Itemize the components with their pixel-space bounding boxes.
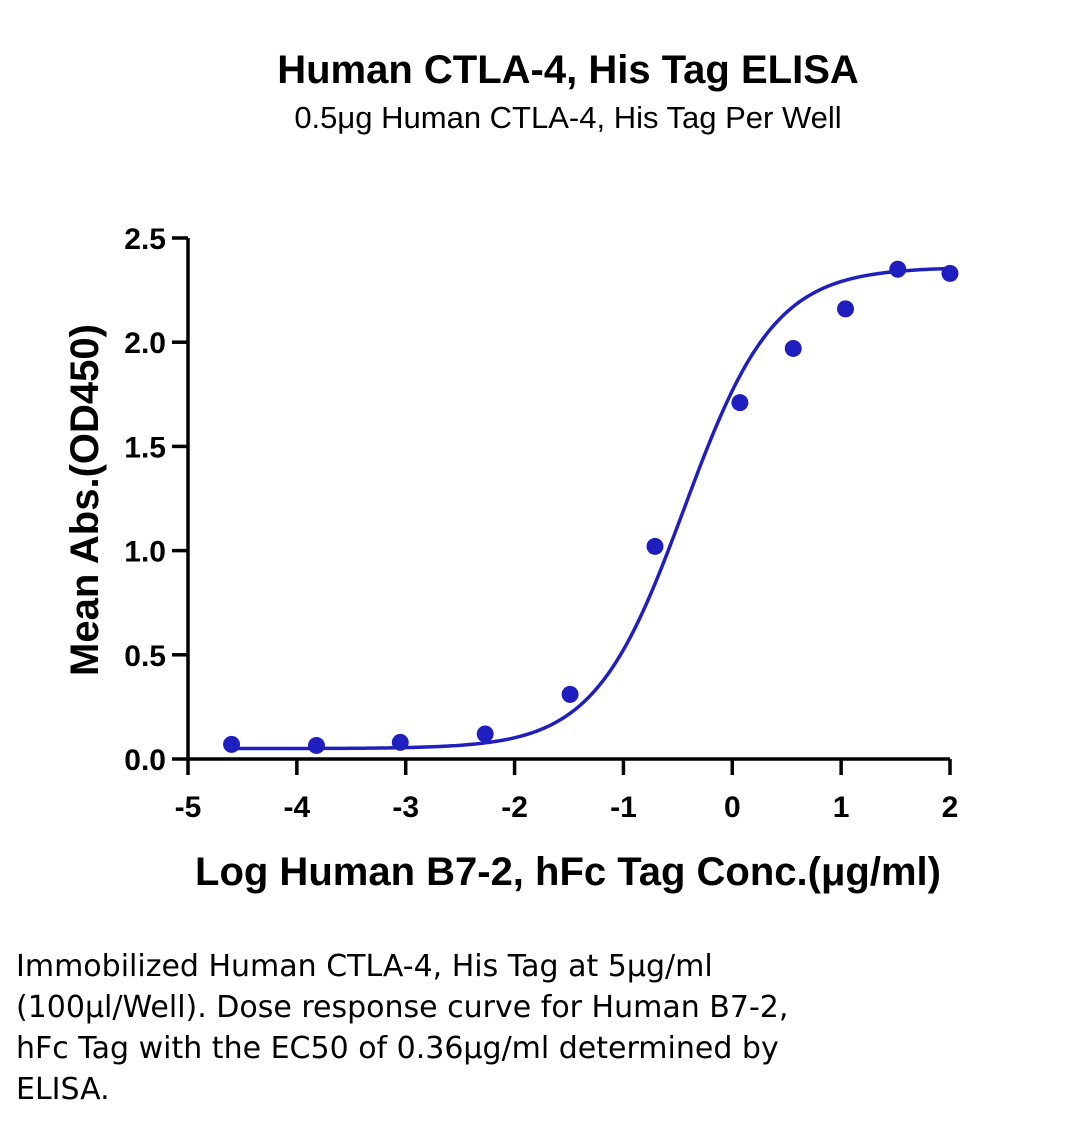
data-point	[889, 260, 907, 278]
x-tick-label: -1	[610, 791, 637, 824]
x-tick-label: 0	[724, 791, 741, 824]
x-tick-label: 2	[942, 791, 959, 824]
x-axis-label: Log Human B7-2, hFc Tag Conc.(μg/ml)	[195, 850, 941, 894]
caption-line-4: ELISA.	[16, 1072, 110, 1107]
y-ticks: 0.0 0.5 1.0 1.5 2.0 2.5	[124, 223, 188, 777]
data-point	[476, 725, 494, 743]
data-point	[784, 339, 802, 357]
y-tick-label: 1.5	[124, 431, 166, 464]
x-ticks: -5 -4 -3 -2 -1 0 1 2	[175, 759, 959, 824]
data-point	[941, 264, 959, 282]
data-point	[223, 735, 241, 753]
y-tick-label: 2.0	[124, 327, 166, 360]
caption-line-3: hFc Tag with the EC50 of 0.36μg/ml deter…	[16, 1031, 779, 1066]
x-tick-label: -5	[175, 791, 202, 824]
caption-line-2: (100μl/Well). Dose response curve for Hu…	[16, 990, 789, 1025]
chart-title: Human CTLA-4, His Tag ELISA	[277, 48, 859, 92]
caption-line-1: Immobilized Human CTLA-4, His Tag at 5μg…	[16, 949, 713, 984]
y-tick-label: 2.5	[124, 223, 166, 256]
data-point	[391, 733, 409, 751]
x-tick-label: 1	[833, 791, 850, 824]
axes	[186, 238, 950, 761]
y-tick-label: 0.5	[124, 640, 166, 673]
x-tick-label: -4	[284, 791, 311, 824]
x-tick-label: -3	[392, 791, 419, 824]
data-point	[731, 394, 749, 412]
y-tick-label: 1.0	[124, 536, 166, 569]
data-points	[223, 260, 959, 754]
figure-caption: Immobilized Human CTLA-4, His Tag at 5μg…	[16, 946, 1056, 1110]
data-point	[646, 537, 664, 555]
y-tick-label: 0.0	[124, 744, 166, 777]
x-tick-label: -2	[501, 791, 528, 824]
chart: Human CTLA-4, His Tag ELISA 0.5μg Human …	[63, 48, 959, 894]
chart-subtitle: 0.5μg Human CTLA-4, His Tag Per Well	[294, 100, 841, 135]
y-axis-label: Mean Abs.(OD450)	[63, 324, 107, 676]
data-point	[836, 300, 854, 318]
data-point	[561, 685, 579, 703]
data-point	[307, 736, 325, 754]
fit-curve	[231, 266, 951, 751]
